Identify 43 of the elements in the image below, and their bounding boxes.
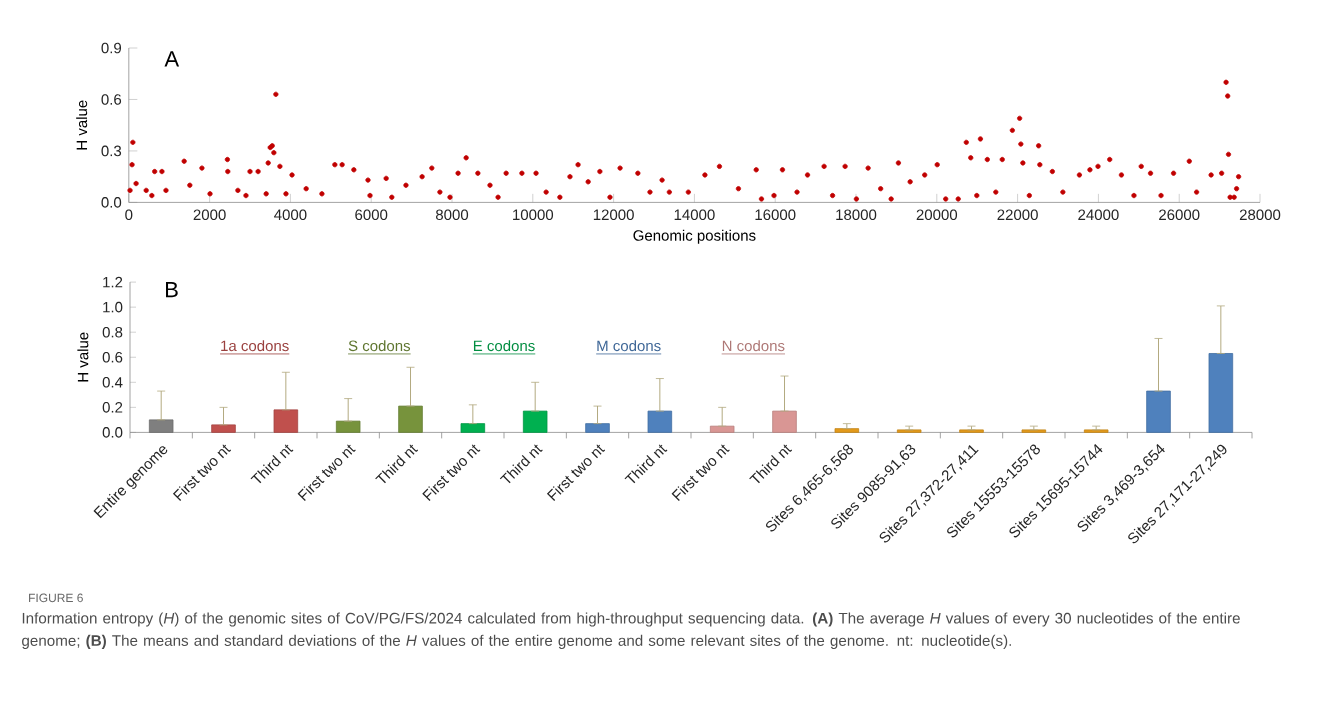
annotation: M codons [597, 340, 661, 352]
annotation: S codons [348, 340, 411, 352]
y-axis-title: H value [77, 332, 89, 382]
x-tick-label: 2000 [193, 209, 226, 221]
x-tick-label: First two nt [671, 444, 730, 502]
y-tick-label: 0.9 [101, 42, 122, 54]
caption: FIGURE 6 [29, 593, 83, 603]
text: Information entropy (H) of the genomic sites of CoV/PG/FS/2024 calculated from high-throughput sequencing data. (A) The average H values of every 30 nucleotides of the entire genome; (B) The means and standard deviations of the H values of the entire genome and some relevant sites of the genome. nt: nucleotide(s). [22, 612, 1240, 649]
x-tick-label: 20000 [916, 209, 958, 221]
x-tick-label: 18000 [836, 209, 877, 221]
x-tick-label: 8000 [435, 209, 469, 221]
x-tick-label: First two nt [172, 444, 232, 502]
x-tick-label: First two nt [422, 444, 481, 502]
y-tick-label: 0.4 [102, 376, 123, 388]
x-tick-label: 14000 [674, 209, 715, 221]
x-tick-label: 10000 [513, 209, 554, 221]
annotation: B [166, 282, 178, 298]
y-axis-title: H value [76, 100, 88, 150]
x-axis-title: Genomic positions [633, 229, 756, 244]
y-tick-label: 0.0 [102, 427, 123, 438]
x-tick-label: 24000 [1078, 209, 1119, 221]
x-tick-label: 12000 [593, 209, 634, 221]
x-tick-label: 26000 [1159, 209, 1200, 221]
x-tick-label: 4000 [274, 209, 307, 221]
y-tick-label: 0.6 [101, 94, 122, 105]
y-tick-label: 0.2 [102, 402, 123, 413]
x-tick-label: First two nt [546, 444, 606, 502]
y-tick-label: 1.2 [103, 276, 123, 288]
annotation: 1a codons [221, 340, 289, 352]
annotation: E codons [473, 340, 535, 352]
x-tick-label: 6000 [355, 209, 388, 221]
x-tick-label: 28000 [1239, 209, 1281, 221]
annotation: A [164, 51, 180, 67]
x-tick-label: First two nt [297, 444, 356, 502]
y-tick-label: 0.6 [102, 351, 123, 363]
y-tick-label: 0.3 [101, 145, 122, 157]
annotation: N codons [722, 340, 785, 352]
x-tick-label: 16000 [755, 209, 796, 221]
y-tick-label: 0.0 [101, 197, 122, 208]
x-tick-label: 22000 [997, 209, 1038, 221]
y-tick-label: 0.8 [102, 326, 123, 338]
x-tick-label: 0 [125, 209, 133, 221]
y-tick-label: 1.0 [103, 301, 123, 313]
